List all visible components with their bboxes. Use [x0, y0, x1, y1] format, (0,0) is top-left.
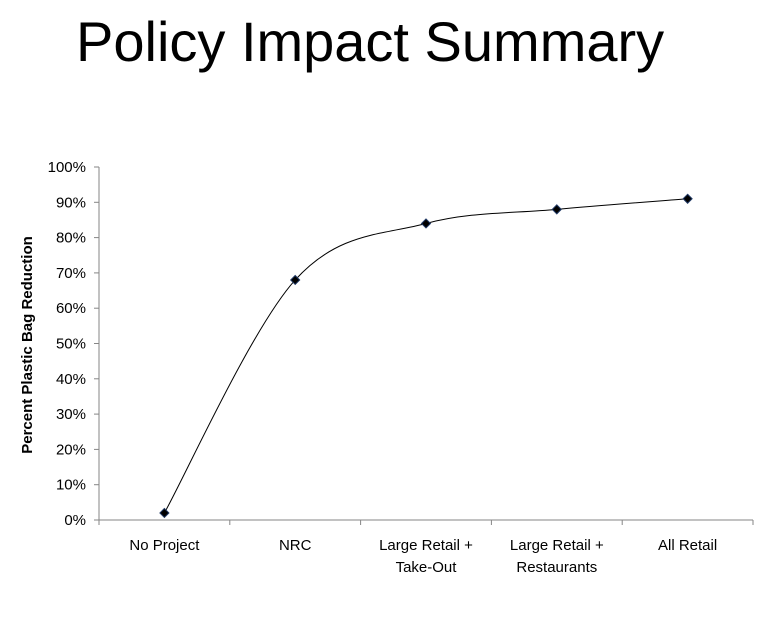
y-tick-label: 60% — [56, 300, 86, 317]
x-tick-label: All Retail — [658, 537, 717, 554]
y-tick-label: 20% — [56, 441, 86, 458]
x-axis-ticks — [98, 520, 754, 525]
series-line — [163, 198, 688, 514]
y-tick-label: 10% — [56, 477, 86, 494]
y-tick-label: 70% — [56, 265, 86, 282]
data-point-marker — [420, 218, 432, 229]
x-tick-label: NRC — [279, 537, 312, 554]
y-axis-ticks — [94, 166, 99, 521]
data-point-marker — [551, 204, 563, 215]
y-tick-labels: 0% 10% 20% 30% 40% 50% 60% 70% 80% 90% 100% — [48, 159, 86, 529]
x-tick-label: No Project — [129, 537, 200, 554]
y-axis-title: Percent Plastic Bag Reduction — [19, 236, 36, 454]
data-point-marker — [289, 274, 301, 286]
y-tick-label: 90% — [56, 194, 86, 211]
y-tick-label: 40% — [56, 371, 86, 388]
y-tick-label: 30% — [56, 406, 86, 423]
x-tick-label: Large Retail + Take-Out — [379, 537, 473, 576]
y-tick-label: 50% — [56, 336, 86, 353]
y-tick-label: 80% — [56, 230, 86, 247]
page-title: Policy Impact Summary — [76, 10, 665, 73]
data-markers — [159, 193, 693, 519]
x-tick-label: Large Retail + Restaurants — [510, 537, 604, 576]
y-tick-label: 0% — [64, 512, 86, 529]
y-tick-label: 100% — [48, 159, 86, 176]
data-point-marker — [682, 193, 693, 204]
data-point-marker — [159, 507, 170, 519]
x-tick-labels: No Project NRC Large Retail + Take-Out Large… — [129, 537, 717, 576]
